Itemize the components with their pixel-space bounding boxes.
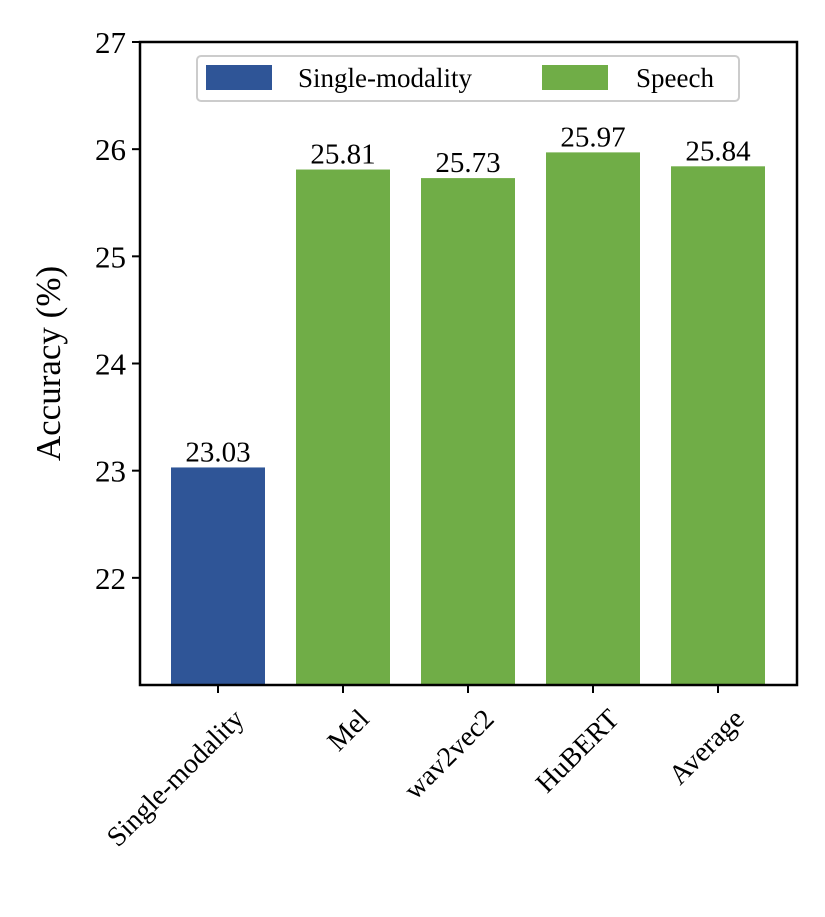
value-label: 25.73 [435, 147, 500, 179]
y-tick-label: 24 [95, 347, 127, 382]
x-axis: Single-modality Mel wav2vec2 HuBERT Average [101, 685, 751, 853]
legend-swatch [206, 65, 272, 90]
bar-wav2vec2 [421, 178, 515, 685]
y-axis: 22 23 24 25 26 27 [95, 25, 140, 596]
y-tick-label: 25 [95, 239, 126, 274]
bars-group [171, 152, 765, 686]
legend-swatch [542, 65, 608, 90]
y-tick-label: 27 [95, 25, 126, 60]
x-tick-label: HuBERT [530, 704, 626, 800]
y-tick-label: 26 [95, 132, 126, 167]
value-label: 25.84 [685, 135, 751, 167]
bar-hubert [546, 152, 640, 686]
value-label: 23.03 [185, 436, 250, 468]
bar-mel [296, 169, 390, 686]
y-tick-label: 22 [95, 561, 126, 596]
legend-label: Single-modality [298, 63, 472, 93]
value-label: 25.97 [560, 121, 625, 153]
y-tick-label: 23 [95, 454, 126, 489]
legend: Single-modality Speech [196, 55, 740, 102]
value-labels-group: 23.03 25.81 25.73 25.97 25.84 [185, 121, 751, 468]
value-label: 25.81 [310, 139, 375, 171]
x-tick-label: Single-modality [101, 704, 251, 854]
x-tick-label: wav2vec2 [398, 704, 500, 806]
legend-label: Speech [636, 63, 714, 93]
x-tick-label: Mel [322, 703, 376, 757]
bar-average [671, 166, 765, 685]
x-tick-label: Average [663, 704, 751, 792]
plot-frame [138, 40, 799, 687]
bar-single-modality [171, 467, 265, 685]
y-axis-label: Accuracy (%) [29, 266, 68, 461]
